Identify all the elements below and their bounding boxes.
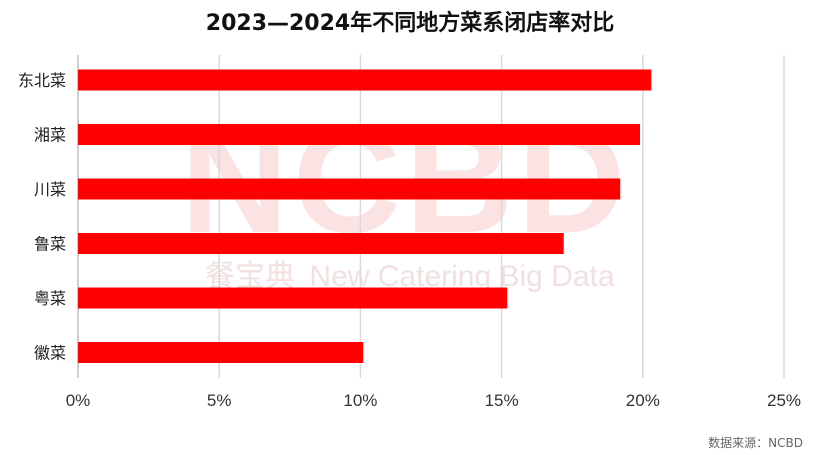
x-tick-label: 5% bbox=[207, 391, 232, 410]
source-note: 数据来源：NCBD bbox=[708, 435, 803, 450]
category-label: 鲁菜 bbox=[34, 235, 66, 254]
x-tick-label: 25% bbox=[767, 391, 801, 410]
x-tick-label: 20% bbox=[626, 391, 660, 410]
category-label: 徽菜 bbox=[34, 344, 66, 363]
x-tick-labels: 0% 5% 10% 15% 20% 25% bbox=[66, 391, 801, 410]
bar bbox=[78, 287, 508, 309]
x-tick-label: 15% bbox=[485, 391, 519, 410]
gridlines bbox=[77, 55, 785, 378]
bar bbox=[78, 233, 564, 254]
category-label: 川菜 bbox=[34, 180, 66, 199]
chart-title: 2023—2024年不同地方菜系闭店率对比 bbox=[206, 10, 614, 36]
category-label: 东北菜 bbox=[18, 71, 66, 90]
bar bbox=[78, 178, 621, 200]
category-label: 湘菜 bbox=[34, 126, 66, 145]
bars bbox=[78, 69, 652, 363]
category-label: 粤菜 bbox=[34, 289, 66, 308]
bar bbox=[78, 69, 652, 91]
bar bbox=[78, 342, 364, 363]
bar bbox=[78, 124, 640, 145]
x-tick-label: 10% bbox=[343, 391, 377, 410]
x-tick-label: 0% bbox=[66, 391, 91, 410]
